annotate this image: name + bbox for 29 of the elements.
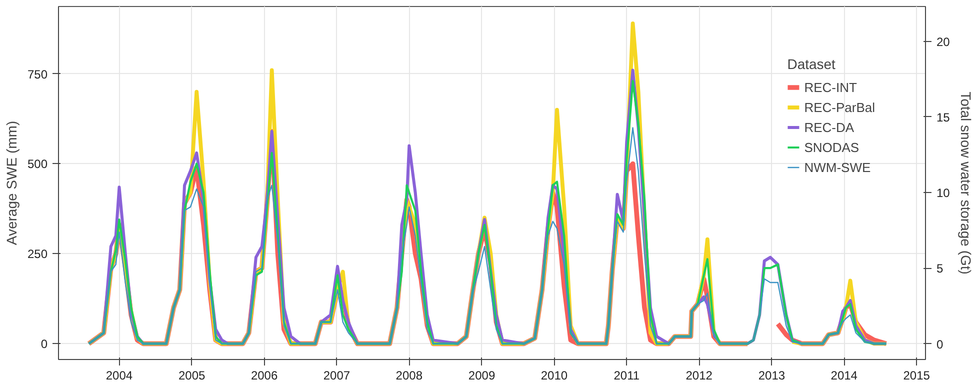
y-tick-label: 0 bbox=[40, 337, 48, 352]
x-tick-label: 2013 bbox=[758, 368, 786, 382]
y-axis-title: Average SWE (mm) bbox=[3, 120, 20, 246]
legend-label: SNODAS bbox=[804, 140, 860, 154]
x-tick-label: 2005 bbox=[178, 368, 206, 382]
y-tick-label: 750 bbox=[27, 67, 48, 82]
x-tick-label: 2010 bbox=[540, 368, 568, 382]
legend-label: REC-ParBal bbox=[804, 100, 875, 114]
x-tick-label: 2006 bbox=[250, 368, 278, 382]
legend-title: Dataset bbox=[787, 56, 836, 72]
x-tick-label: 2011 bbox=[614, 368, 640, 382]
legend-label: REC-DA bbox=[804, 120, 854, 134]
y2-tick-label: 5 bbox=[936, 262, 944, 276]
x-tick-label: 2007 bbox=[323, 368, 350, 382]
y2-tick-label: 15 bbox=[936, 110, 950, 124]
x-tick-label: 2009 bbox=[468, 368, 496, 382]
y2-tick-label: 20 bbox=[936, 34, 950, 49]
y2-tick-label: 0 bbox=[936, 337, 944, 352]
x-tick-label: 2014 bbox=[830, 368, 858, 382]
y2-axis-title: Total snow water storage (Gt) bbox=[958, 92, 974, 274]
x-tick-label: 2004 bbox=[106, 368, 133, 382]
legend-label: NWM-SWE bbox=[804, 160, 871, 174]
legend-label: REC-INT bbox=[804, 80, 857, 94]
y-tick-label: 500 bbox=[27, 157, 48, 172]
x-tick-label: 2008 bbox=[396, 368, 423, 382]
x-tick-label: 2015 bbox=[903, 368, 930, 382]
x-tick-label: 2012 bbox=[686, 368, 713, 382]
y2-tick-label: 10 bbox=[936, 186, 950, 200]
y-tick-label: 250 bbox=[27, 247, 48, 262]
